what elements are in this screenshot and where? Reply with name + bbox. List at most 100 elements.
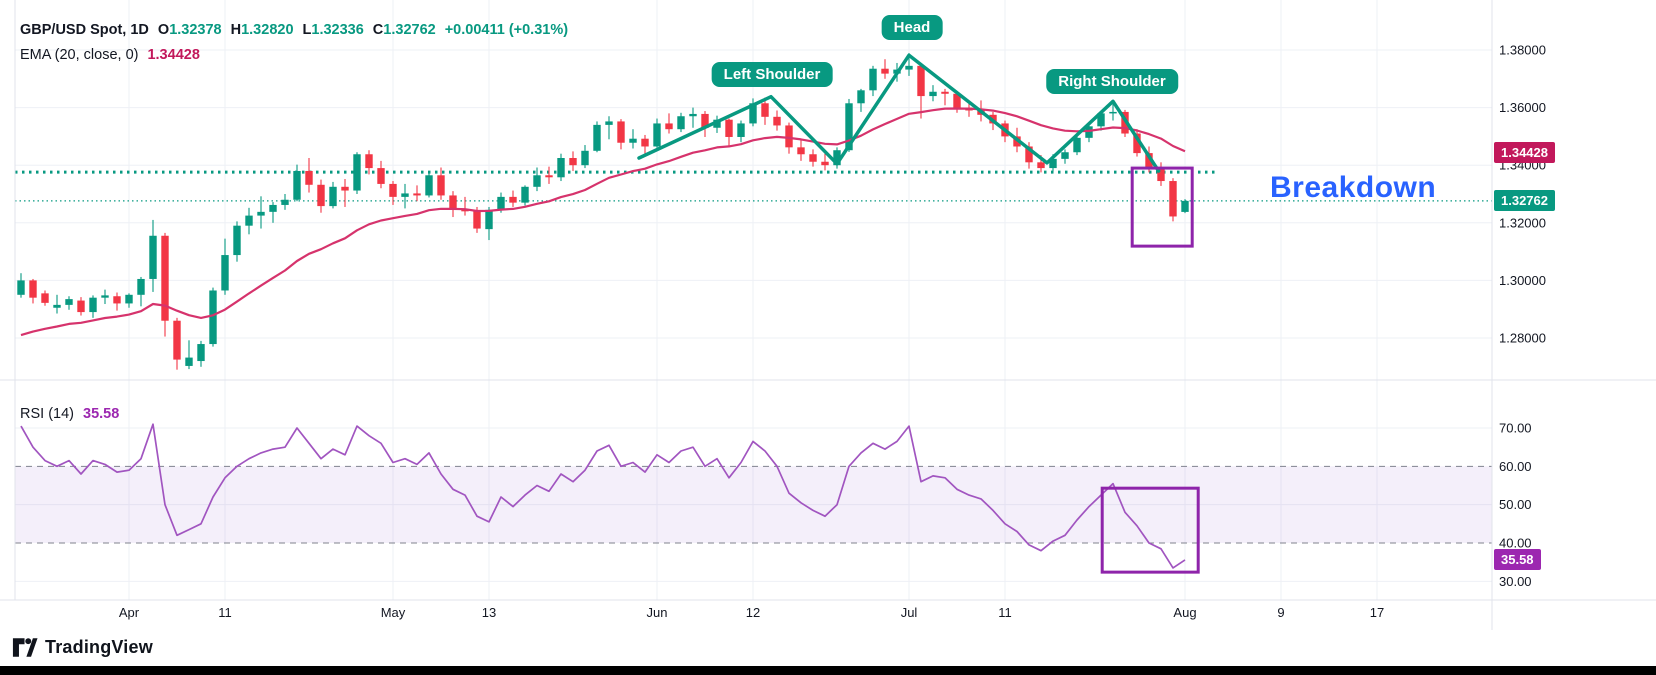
time-axis-label: 11 xyxy=(218,605,232,620)
candle xyxy=(1061,152,1069,159)
candle xyxy=(29,280,37,298)
candle xyxy=(785,125,793,148)
price-axis-label: 1.36000 xyxy=(1499,100,1546,115)
chart-canvas[interactable]: 1.38000 1.36000 1.34000 1.32000 1.30000 1.280… xyxy=(0,0,1656,632)
price-axis-badge: 1.32762 xyxy=(1494,190,1555,211)
time-axis-label: May xyxy=(381,605,406,620)
candle xyxy=(233,225,241,256)
candle xyxy=(461,209,469,212)
tradingview-logo[interactable]: TradingView xyxy=(12,637,153,658)
candle xyxy=(653,123,661,147)
candle xyxy=(581,150,589,166)
candle xyxy=(665,123,673,130)
time-axis-label: Aug xyxy=(1173,605,1196,620)
candle xyxy=(833,150,841,166)
candle xyxy=(389,183,397,197)
candle xyxy=(413,193,421,196)
rsi-axis-label: 30.00 xyxy=(1499,574,1532,589)
candle xyxy=(113,296,121,304)
candle xyxy=(629,138,637,143)
candle xyxy=(1169,181,1177,217)
candle xyxy=(293,170,301,200)
candle xyxy=(1145,153,1153,169)
candle xyxy=(797,147,805,155)
candle xyxy=(245,215,253,226)
candle xyxy=(341,186,349,191)
candle xyxy=(761,103,769,117)
breakdown-label[interactable]: Breakdown xyxy=(1270,171,1437,204)
time-axis-label: 17 xyxy=(1370,605,1384,620)
candle xyxy=(533,175,541,187)
candle xyxy=(1037,162,1045,169)
bottom-bar xyxy=(0,666,1656,675)
ema-line xyxy=(20,107,1186,337)
left-shoulder-label[interactable]: Left Shoulder xyxy=(711,62,833,87)
candle xyxy=(305,170,313,185)
candle xyxy=(329,186,337,207)
rsi-legend-value: 35.58 xyxy=(83,406,120,422)
price-axis-label: 1.30000 xyxy=(1499,273,1546,288)
candle xyxy=(713,119,721,128)
change-value: +0.00411 (+0.31%) xyxy=(444,22,569,38)
rsi-annotation-box[interactable] xyxy=(1100,486,1200,574)
candle xyxy=(701,113,709,128)
candle xyxy=(149,235,157,279)
candle xyxy=(185,357,193,366)
candle xyxy=(1097,113,1105,127)
rsi-legend-row[interactable]: RSI (14) 35.58 xyxy=(20,406,119,422)
price-axis-label: 1.28000 xyxy=(1499,331,1546,346)
candle xyxy=(209,290,217,345)
rsi-legend-label: RSI (14) xyxy=(20,406,74,422)
candle xyxy=(401,193,409,197)
candle xyxy=(929,91,937,97)
candle xyxy=(437,175,445,196)
candle xyxy=(17,280,25,295)
candle xyxy=(569,158,577,166)
rsi-line xyxy=(20,423,1186,569)
ema-legend-row[interactable]: EMA (20, close, 0) 1.34428 xyxy=(20,47,200,63)
candle xyxy=(557,158,565,178)
candle xyxy=(41,293,49,303)
candle xyxy=(1085,126,1093,138)
candle xyxy=(317,184,325,207)
candle xyxy=(77,300,85,313)
symbol-legend-row[interactable]: GBP/USD Spot, 1D O1.32378 H1.32820 L1.32… xyxy=(20,22,568,38)
time-axis-label: 12 xyxy=(746,605,760,620)
time-axis-label: Apr xyxy=(119,605,140,620)
rsi-band xyxy=(15,466,1492,543)
pattern-zigzag[interactable] xyxy=(637,53,1161,173)
candle xyxy=(1181,200,1189,212)
candle xyxy=(605,121,613,125)
candle xyxy=(749,103,757,124)
rsi-axis-label: 50.00 xyxy=(1499,497,1532,512)
candle xyxy=(173,320,181,360)
candlestick-chart[interactable]: 1.380001.360001.340001.320001.300001.280… xyxy=(0,0,1656,632)
price-axis-label: 1.38000 xyxy=(1499,43,1546,58)
candle xyxy=(941,91,949,94)
ohlc-high: H1.32820 xyxy=(230,22,294,38)
time-axis-label: 11 xyxy=(998,605,1012,620)
time-axis-label: Jun xyxy=(647,605,668,620)
price-annotation-box[interactable] xyxy=(1130,166,1194,248)
candle xyxy=(917,65,925,97)
candle xyxy=(737,123,745,137)
head-label[interactable]: Head xyxy=(881,15,943,40)
ema-legend-value: 1.34428 xyxy=(147,47,200,63)
time-axis-label: 13 xyxy=(482,605,496,620)
candle xyxy=(845,103,853,151)
candle xyxy=(821,161,829,166)
candles[interactable] xyxy=(17,53,1189,370)
price-axis-label: 1.32000 xyxy=(1499,215,1546,230)
candle xyxy=(449,195,457,210)
candle xyxy=(269,204,277,212)
candle xyxy=(353,154,361,191)
candle xyxy=(473,211,481,229)
ohlc-open: O1.32378 xyxy=(157,22,222,38)
candle xyxy=(365,154,373,169)
candle xyxy=(101,295,109,298)
right-shoulder-label[interactable]: Right Shoulder xyxy=(1046,69,1178,94)
candle xyxy=(881,68,889,74)
candle xyxy=(485,209,493,230)
symbol-title: GBP/USD Spot, 1D xyxy=(20,22,149,38)
time-axis-label: 9 xyxy=(1277,605,1284,620)
